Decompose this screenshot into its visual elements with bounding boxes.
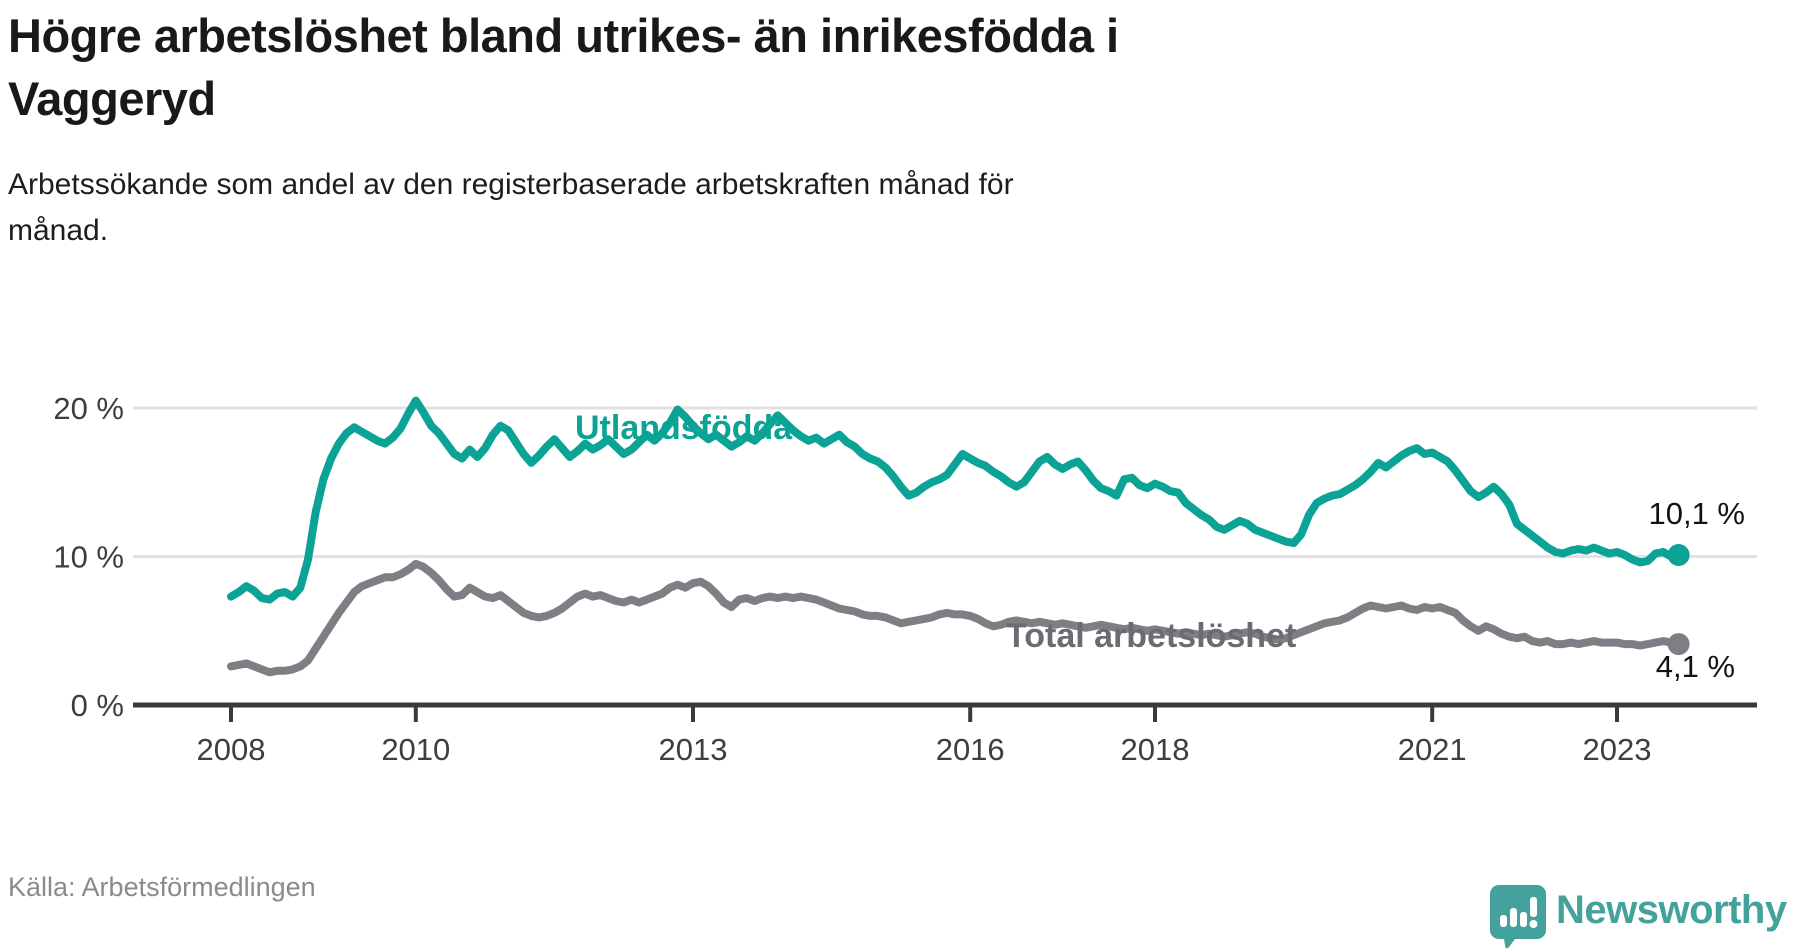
axis-tick-labels: 0 % 10 % 20 % 2008 2010 2013 2016 2018 2021 2023 — [53, 391, 1651, 767]
gridlines — [133, 406, 1757, 558]
x-tick-label: 2018 — [1121, 732, 1190, 767]
page-title: Högre arbetslöshet bland utrikes- än inr… — [8, 4, 1648, 130]
total-arbetsloshet-line — [227, 559, 1683, 677]
x-tick-label: 2021 — [1398, 732, 1467, 767]
newsworthy-brand-text: Newsworthy — [1556, 888, 1787, 932]
utlandsfodda-line — [227, 396, 1683, 604]
x-tick-label: 2016 — [936, 732, 1005, 767]
x-tick-label: 2008 — [197, 732, 266, 767]
logo-bars — [1500, 897, 1538, 928]
subtitle-line-1: Arbetssökande som andel av den registerb… — [8, 168, 1014, 201]
end-value-total: 4,1 % — [1655, 649, 1735, 684]
utlandsfodda-end-dot — [1667, 544, 1690, 566]
x-tick-label: 2010 — [381, 732, 450, 767]
title-line-2: Vaggeryd — [8, 72, 216, 125]
series-label-total-arbetsloshet: Total arbetslöshet — [1006, 617, 1297, 655]
subtitle-line-2: månad. — [8, 214, 109, 247]
title-line-1: Högre arbetslöshet bland utrikes- än inr… — [8, 9, 1119, 62]
y-tick-label: 10 % — [53, 540, 124, 575]
source-note: Källa: Arbetsförmedlingen — [8, 872, 316, 902]
x-tick-label: 2013 — [659, 732, 728, 767]
y-tick-label: 0 % — [71, 688, 124, 723]
x-tick-label: 2023 — [1583, 732, 1652, 767]
series-label-utlandsfodda: Utlandsfödda — [575, 409, 793, 447]
total-end-dot — [1667, 633, 1690, 656]
logo-bubble — [1490, 885, 1546, 948]
end-value-utlandsfodda: 10,1 % — [1648, 496, 1745, 531]
x-axis — [133, 702, 1757, 722]
y-tick-label: 20 % — [53, 391, 124, 426]
page-subtitle: Arbetssökande som andel av den registerb… — [8, 162, 1508, 254]
newsworthy-logo-icon — [1490, 885, 1546, 948]
